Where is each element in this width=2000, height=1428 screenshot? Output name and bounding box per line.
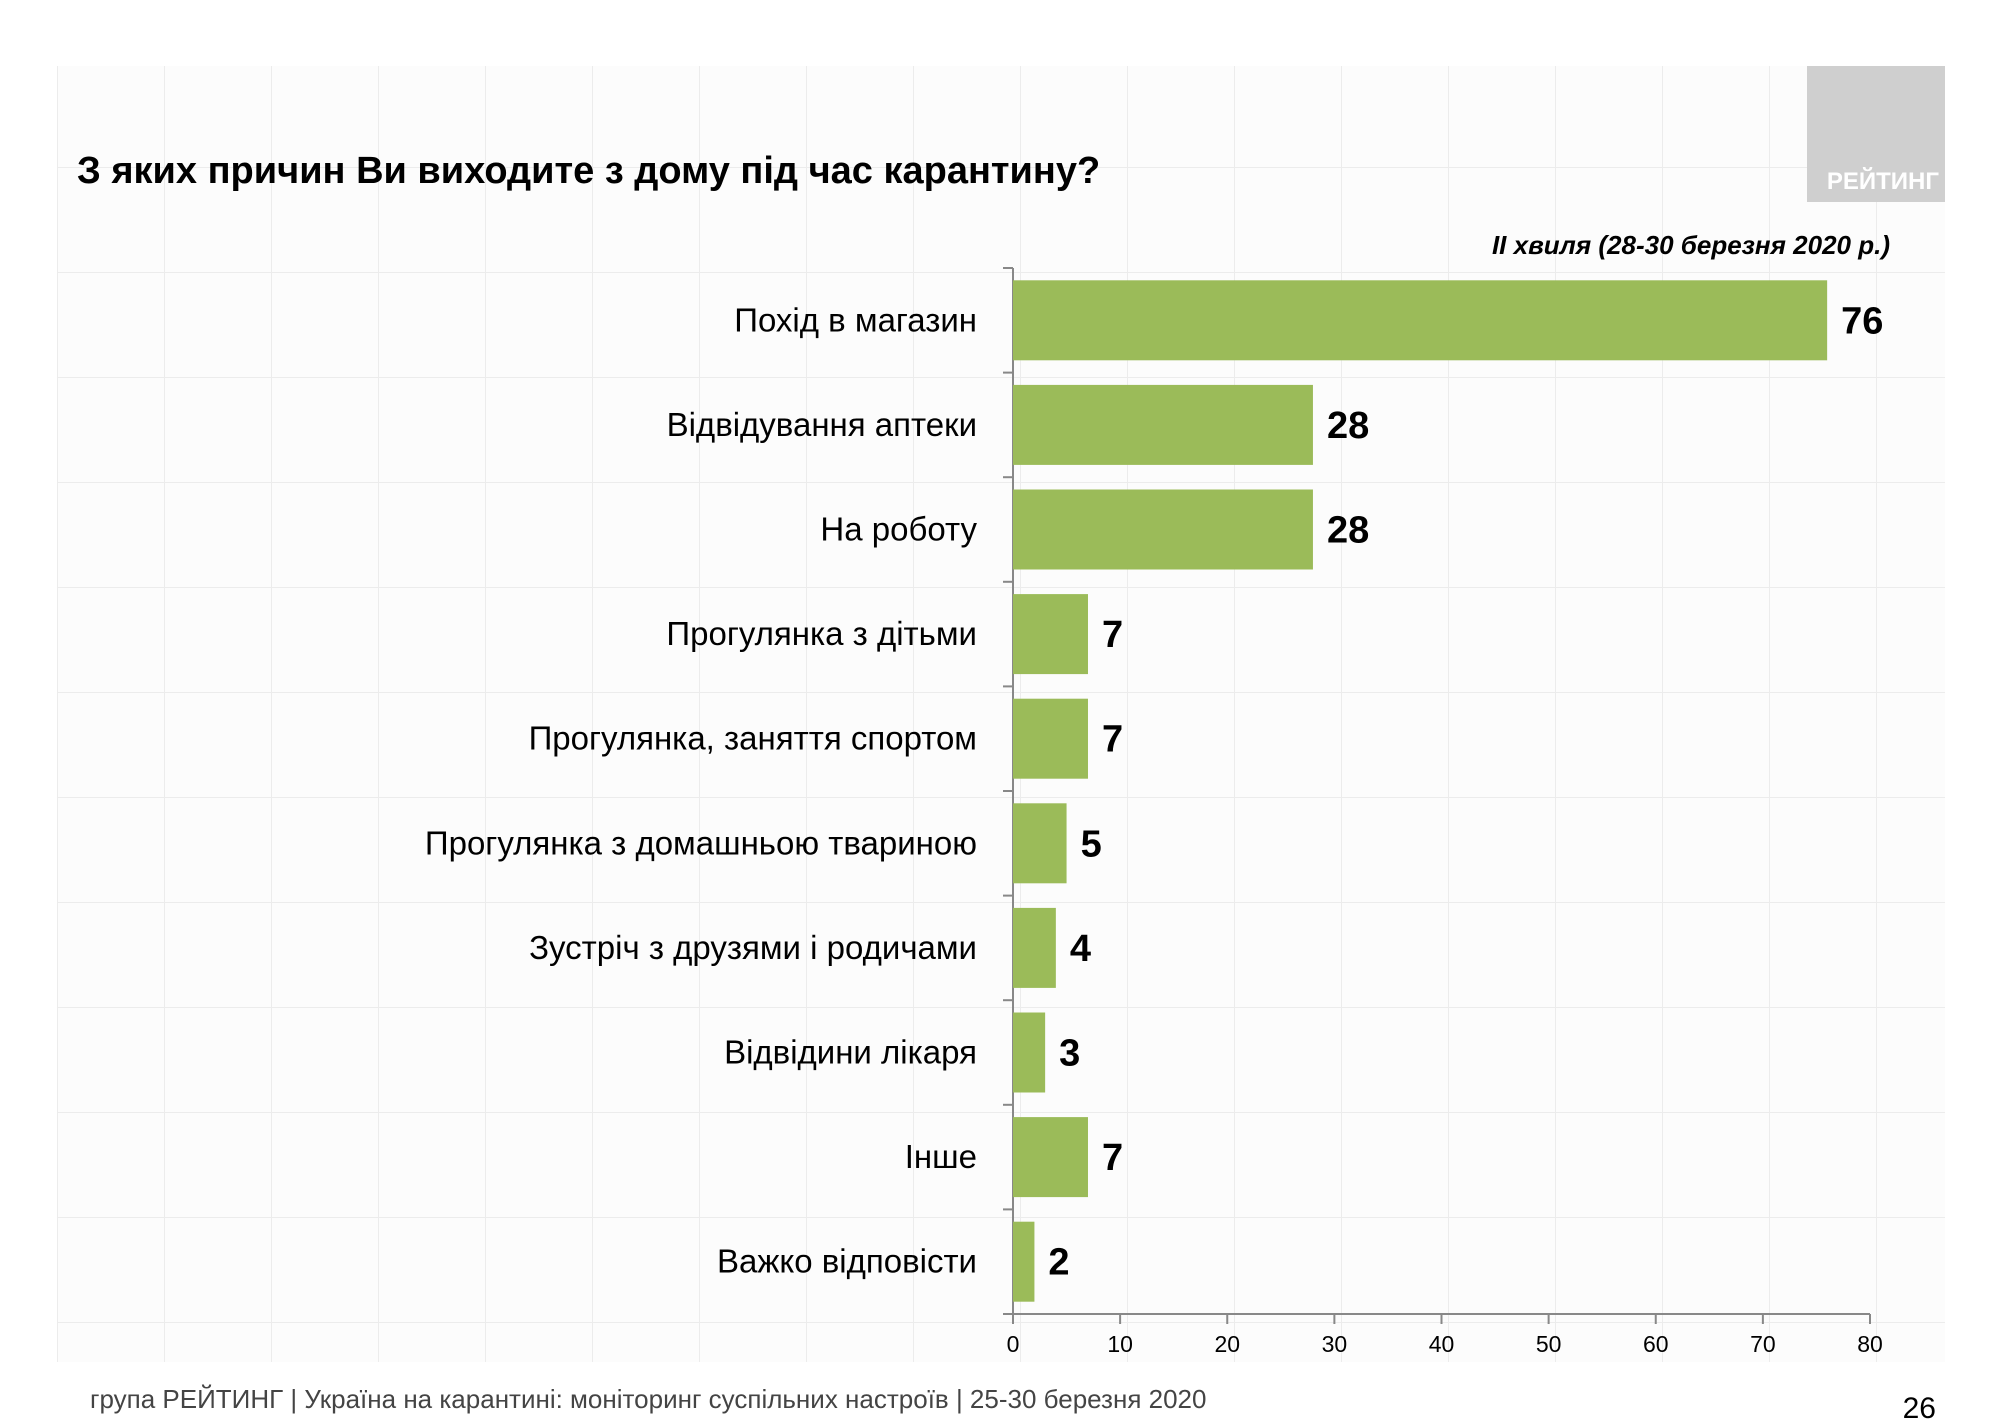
- category-label: Відвідування аптеки: [667, 406, 977, 443]
- data-label: 28: [1327, 510, 1369, 552]
- data-label: 7: [1102, 719, 1123, 761]
- x-tick-label: 30: [1322, 1331, 1348, 1357]
- data-label: 28: [1327, 405, 1369, 447]
- data-label: 7: [1102, 614, 1123, 656]
- category-label: Похід в магазин: [734, 301, 977, 338]
- bar: [1013, 803, 1067, 884]
- category-label: Відвідини лікаря: [724, 1034, 977, 1071]
- category-label: На роботу: [820, 511, 977, 548]
- data-label: 3: [1059, 1033, 1080, 1075]
- x-tick-label: 40: [1429, 1331, 1455, 1357]
- data-label: 2: [1048, 1242, 1069, 1284]
- category-label: Прогулянка з домашньою твариною: [425, 824, 977, 861]
- data-label: 4: [1070, 928, 1091, 970]
- x-tick-label: 60: [1643, 1331, 1669, 1357]
- bar: [1013, 384, 1313, 465]
- logo-text: РЕЙТИНГ: [1826, 168, 1939, 195]
- bar: [1013, 594, 1088, 675]
- data-label: 5: [1081, 823, 1102, 865]
- chart-title: З яких причин Ви виходите з дому під час…: [77, 150, 1101, 192]
- footer-text: група РЕЙТИНГ | Україна на карантині: мо…: [90, 1384, 1207, 1414]
- bar: [1013, 1012, 1046, 1093]
- category-label: Важко відповісти: [717, 1243, 977, 1280]
- bar: [1013, 489, 1313, 570]
- bar: [1013, 698, 1088, 779]
- x-tick-label: 80: [1857, 1331, 1883, 1357]
- bar: [1013, 1221, 1035, 1302]
- bar: [1013, 1117, 1088, 1198]
- data-label: 76: [1841, 300, 1883, 342]
- bar: [1013, 280, 1828, 361]
- x-tick-label: 20: [1214, 1331, 1240, 1357]
- category-label: Прогулянка з дітьми: [666, 615, 977, 652]
- x-tick-label: 0: [1007, 1331, 1020, 1357]
- bar: [1013, 907, 1056, 988]
- x-tick-label: 10: [1107, 1331, 1133, 1357]
- category-label: Інше: [905, 1138, 977, 1175]
- x-tick-label: 50: [1536, 1331, 1562, 1357]
- chart-subtitle: ІІ хвиля (28-30 березня 2020 р.): [1491, 230, 1890, 260]
- category-label: Прогулянка, заняття спортом: [529, 720, 977, 757]
- x-tick-label: 70: [1750, 1331, 1776, 1357]
- page-number: 26: [1902, 1392, 1936, 1425]
- data-label: 7: [1102, 1137, 1123, 1179]
- category-label: Зустріч з друзями і родичами: [529, 929, 977, 966]
- rating-logo: РЕЙТИНГ: [1807, 66, 1945, 202]
